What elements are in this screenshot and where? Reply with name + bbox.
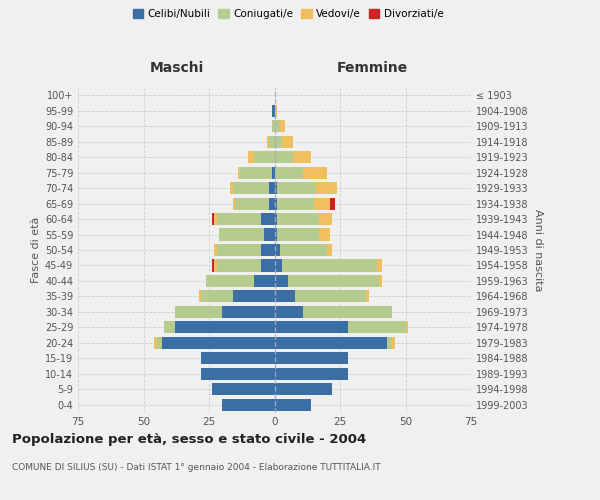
Bar <box>329 198 335 209</box>
Bar <box>275 383 332 396</box>
Bar <box>277 198 314 209</box>
Bar <box>272 104 275 117</box>
Bar <box>262 244 275 256</box>
Text: COMUNE DI SILIUS (SU) - Dati ISTAT 1° gennaio 2004 - Elaborazione TUTTITALIA.IT: COMUNE DI SILIUS (SU) - Dati ISTAT 1° ge… <box>12 462 380 471</box>
Bar <box>264 228 275 240</box>
Bar <box>379 275 382 287</box>
Bar <box>157 337 162 349</box>
Bar <box>254 275 275 287</box>
Bar <box>212 260 214 272</box>
Bar <box>283 136 293 147</box>
Bar <box>230 182 233 194</box>
Bar <box>241 166 272 178</box>
Bar <box>319 213 332 225</box>
Bar <box>277 228 319 240</box>
Bar <box>217 213 262 225</box>
Bar <box>275 166 304 178</box>
Y-axis label: Anni di nascita: Anni di nascita <box>533 208 543 291</box>
Bar <box>304 306 392 318</box>
Bar <box>262 213 275 225</box>
Bar <box>235 198 269 209</box>
Bar <box>314 198 329 209</box>
Bar <box>275 228 277 240</box>
Bar <box>201 290 233 302</box>
Bar <box>164 322 175 334</box>
Bar <box>392 337 395 349</box>
Bar <box>175 322 275 334</box>
Bar <box>275 213 277 225</box>
Bar <box>233 198 235 209</box>
Bar <box>387 337 392 349</box>
Bar <box>304 166 327 178</box>
Bar <box>316 182 337 194</box>
Bar <box>217 244 262 256</box>
Bar <box>214 260 217 272</box>
Bar <box>275 104 277 117</box>
Bar <box>295 290 366 302</box>
Bar <box>275 244 280 256</box>
Bar <box>233 182 269 194</box>
Bar <box>199 290 201 302</box>
Bar <box>280 244 327 256</box>
Bar <box>275 151 293 163</box>
Text: Maschi: Maschi <box>149 61 203 75</box>
Bar <box>201 352 275 364</box>
Bar <box>319 228 329 240</box>
Bar <box>287 275 379 287</box>
Bar <box>238 166 241 178</box>
Bar <box>275 337 387 349</box>
Bar <box>275 368 348 380</box>
Bar <box>272 166 275 178</box>
Bar <box>327 244 332 256</box>
Bar <box>214 244 217 256</box>
Bar <box>280 120 285 132</box>
Bar <box>272 120 275 132</box>
Bar <box>406 322 408 334</box>
Bar <box>275 182 277 194</box>
Bar <box>248 151 254 163</box>
Bar <box>275 290 295 302</box>
Text: Popolazione per età, sesso e stato civile - 2004: Popolazione per età, sesso e stato civil… <box>12 432 366 446</box>
Bar <box>212 383 275 396</box>
Bar <box>154 337 157 349</box>
Bar <box>269 198 275 209</box>
Bar <box>348 322 406 334</box>
Bar <box>201 368 275 380</box>
Bar <box>214 213 217 225</box>
Bar <box>275 275 287 287</box>
Bar <box>275 260 283 272</box>
Bar <box>162 337 275 349</box>
Bar <box>206 275 254 287</box>
Bar <box>220 228 264 240</box>
Bar <box>266 136 269 147</box>
Bar <box>254 151 275 163</box>
Bar <box>275 306 304 318</box>
Bar <box>222 398 275 411</box>
Bar <box>217 260 262 272</box>
Bar <box>269 136 275 147</box>
Bar <box>293 151 311 163</box>
Bar <box>212 213 214 225</box>
Bar <box>277 182 316 194</box>
Bar <box>275 322 348 334</box>
Bar <box>275 198 277 209</box>
Legend: Celibi/Nubili, Coniugati/e, Vedovi/e, Divorziati/e: Celibi/Nubili, Coniugati/e, Vedovi/e, Di… <box>128 5 448 24</box>
Bar <box>366 290 369 302</box>
Bar <box>262 260 275 272</box>
Bar <box>269 182 275 194</box>
Bar <box>277 213 319 225</box>
Bar <box>222 306 275 318</box>
Bar <box>283 260 377 272</box>
Bar <box>233 290 275 302</box>
Bar <box>377 260 382 272</box>
Bar <box>275 120 280 132</box>
Bar <box>275 398 311 411</box>
Bar <box>275 352 348 364</box>
Bar <box>175 306 222 318</box>
Text: Femmine: Femmine <box>337 61 408 75</box>
Y-axis label: Fasce di età: Fasce di età <box>31 217 41 283</box>
Bar <box>275 136 283 147</box>
